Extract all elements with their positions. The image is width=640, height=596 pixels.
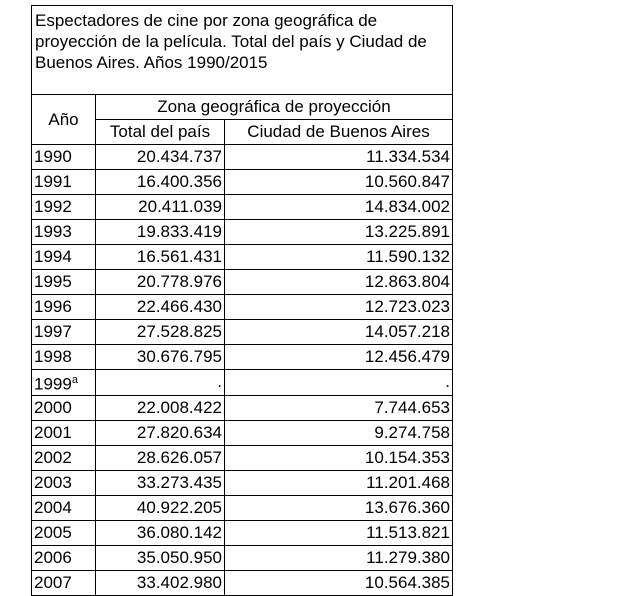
- column-header: Total del país: [95, 119, 225, 145]
- value-cell: 11.513.821: [224, 519, 453, 546]
- year: 1992: [34, 197, 72, 216]
- table-row: 1992 20.411.039 14.834.002: [31, 194, 453, 220]
- value-cell: 10.564.385: [224, 569, 453, 596]
- table-row: 2005 36.080.142 11.513.821: [31, 519, 453, 546]
- value-cell: 36.080.142: [95, 519, 225, 546]
- column-header: Ciudad de Buenos Aires: [224, 119, 453, 145]
- year: 1994: [34, 247, 72, 266]
- value-cell: 22.008.422: [95, 394, 225, 421]
- value-cell: .: [95, 369, 225, 396]
- value-cell: 14.057.218: [224, 319, 453, 345]
- value-cell: 33.273.435: [95, 469, 225, 496]
- year-cell: 1994: [31, 244, 96, 270]
- value-cell: 27.528.825: [95, 319, 225, 345]
- table-row: 1997 27.528.825 14.057.218: [31, 319, 453, 345]
- value-cell: 14.834.002: [224, 194, 453, 220]
- year-cell: 2007: [31, 569, 96, 596]
- year-cell: 1998: [31, 344, 96, 370]
- year: 2003: [34, 472, 72, 492]
- value-cell: 11.201.468: [224, 469, 453, 496]
- year-cell: 1996: [31, 294, 96, 320]
- value-cell: 33.402.980: [95, 569, 225, 596]
- year-cell: 1992: [31, 194, 96, 220]
- value-cell: 13.225.891: [224, 219, 453, 245]
- table-row: 2000 22.008.422 7.744.653: [31, 394, 453, 421]
- year-cell: 2004: [31, 494, 96, 521]
- year: 1998: [34, 347, 72, 366]
- year: 1999: [34, 374, 72, 394]
- year: 2001: [34, 422, 72, 442]
- table-row: 1993 19.833.419 13.225.891: [31, 219, 453, 245]
- value-cell: 27.820.634: [95, 419, 225, 446]
- year-cell: 1990: [31, 144, 96, 170]
- year: 2002: [34, 447, 72, 467]
- year: 1990: [34, 147, 72, 166]
- value-cell: 11.334.534: [224, 144, 453, 170]
- year: 1997: [34, 322, 72, 341]
- table-row: 2001 27.820.634 9.274.758: [31, 419, 453, 446]
- value-cell: 10.154.353: [224, 444, 453, 471]
- value-cell: 9.274.758: [224, 419, 453, 446]
- year-cell: 1995: [31, 269, 96, 295]
- year-cell: 1999a: [31, 369, 96, 396]
- table-title: Espectadores de cine por zona geográfica…: [31, 5, 453, 95]
- year: 2005: [34, 522, 72, 542]
- table-row: 2004 40.922.205 13.676.360: [31, 494, 453, 521]
- value-cell: 13.676.360: [224, 494, 453, 521]
- year: 2007: [34, 572, 72, 592]
- value-cell: 16.400.356: [95, 169, 225, 195]
- value-cell: 20.434.737: [95, 144, 225, 170]
- data-table: Espectadores de cine por zona geográfica…: [31, 5, 453, 596]
- value-cell: 22.466.430: [95, 294, 225, 320]
- value-cell: 20.778.976: [95, 269, 225, 295]
- table-row: 1998 30.676.795 12.456.479: [31, 344, 453, 370]
- table-row: 1990 20.434.737 11.334.534: [31, 144, 453, 170]
- table-row: 2002 28.626.057 10.154.353: [31, 444, 453, 471]
- year-header: Año: [31, 94, 96, 145]
- year: 1993: [34, 222, 72, 241]
- value-cell: 11.279.380: [224, 544, 453, 571]
- value-cell: 11.590.132: [224, 244, 453, 270]
- note-marker: a: [71, 374, 78, 386]
- table-row: 2007 33.402.980 10.564.385: [31, 569, 453, 596]
- value-cell: 40.922.205: [95, 494, 225, 521]
- value-cell: 30.676.795: [95, 344, 225, 370]
- value-cell: 10.560.847: [224, 169, 453, 195]
- year: 2000: [34, 397, 72, 417]
- year-cell: 2006: [31, 544, 96, 571]
- year-cell: 2005: [31, 519, 96, 546]
- value-cell: .: [224, 369, 453, 396]
- table-row: 1996 22.466.430 12.723.023: [31, 294, 453, 320]
- year: 2006: [34, 547, 72, 567]
- year-cell: 2000: [31, 394, 96, 421]
- year-cell: 2001: [31, 419, 96, 446]
- table-row: 1991 16.400.356 10.560.847: [31, 169, 453, 195]
- table-row: 1994 16.561.431 11.590.132: [31, 244, 453, 270]
- year-cell: 1993: [31, 219, 96, 245]
- year: 1991: [34, 172, 72, 191]
- year-cell: 1997: [31, 319, 96, 345]
- value-cell: 12.456.479: [224, 344, 453, 370]
- year: 1995: [34, 272, 72, 291]
- table-row: 1999a..: [31, 369, 453, 396]
- value-cell: 12.723.023: [224, 294, 453, 320]
- value-cell: 7.744.653: [224, 394, 453, 421]
- group-header: Zona geográfica de proyección: [95, 94, 453, 120]
- value-cell: 19.833.419: [95, 219, 225, 245]
- year: 2004: [34, 497, 72, 517]
- value-cell: 20.411.039: [95, 194, 225, 220]
- value-cell: 16.561.431: [95, 244, 225, 270]
- table-row: 2003 33.273.435 11.201.468: [31, 469, 453, 496]
- year: 1996: [34, 297, 72, 316]
- value-cell: 12.863.804: [224, 269, 453, 295]
- value-cell: 28.626.057: [95, 444, 225, 471]
- table-row: 1995 20.778.976 12.863.804: [31, 269, 453, 295]
- year-cell: 2002: [31, 444, 96, 471]
- value-cell: 35.050.950: [95, 544, 225, 571]
- year-cell: 1991: [31, 169, 96, 195]
- year-cell: 2003: [31, 469, 96, 496]
- table-row: 2006 35.050.950 11.279.380: [31, 544, 453, 571]
